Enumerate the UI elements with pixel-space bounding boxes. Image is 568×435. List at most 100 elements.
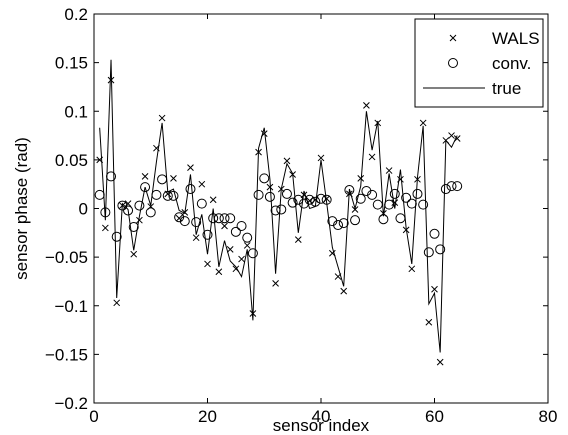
y-tick-label: −0.2 [54,394,88,413]
conv-point [259,173,270,184]
wals-point [363,102,370,109]
wals-point [141,173,149,180]
series-conv [94,171,463,259]
conv-point [367,189,378,200]
series-true [99,59,458,353]
conv-point [253,189,264,200]
wals-point [175,214,183,222]
wals-point [425,318,433,326]
conv-point [355,193,366,204]
wals-point [368,153,376,161]
wals-point [431,285,438,293]
conv-point [372,199,383,210]
conv-point [174,212,185,223]
legend-marker-conv [448,58,458,68]
conv-point [219,213,230,224]
conv-point [236,221,247,232]
conv-point [123,205,134,216]
wals-point [192,234,200,242]
wals-point [272,280,279,287]
conv-point [168,190,179,201]
conv-point [406,198,417,209]
conv-point [208,213,219,224]
conv-point [446,181,457,192]
wals-point [408,265,416,273]
conv-point [140,182,151,193]
conv-point [304,194,315,205]
legend-box [414,18,544,108]
wals-point [209,196,217,204]
y-tick-label: 0.2 [64,5,88,24]
legend-label: conv. [492,54,531,73]
y-tick-label: 0.15 [55,54,88,73]
x-tick-label: 60 [425,407,444,426]
y-tick-label: 0.05 [55,151,88,170]
series-layer [94,59,463,366]
wals-point [221,222,228,230]
conv-point [225,213,236,224]
conv-point [196,198,207,209]
wals-point [101,224,109,232]
wals-point [187,164,194,172]
wals-point [294,236,302,243]
y-axis-label: sensor phase (rad) [12,137,31,280]
wals-point [340,287,348,295]
conv-point [418,199,429,210]
legend-label: WALS [492,29,540,48]
wals-point [113,299,121,307]
wals-point [238,255,245,263]
series-wals [96,76,461,366]
wals-point [124,200,132,207]
conv-point [350,215,361,226]
conv-point [401,192,412,203]
conv-point [435,244,446,255]
conv-point [395,213,406,224]
conv-point [185,184,196,195]
wals-point [130,250,138,258]
y-tick-label: −0.05 [45,248,88,267]
conv-point [412,188,423,199]
conv-point [202,229,213,240]
legend-label: true [492,79,521,98]
conv-point [389,188,400,199]
conv-point [179,216,190,227]
true-line [99,59,458,353]
conv-point [191,217,202,228]
wals-point [391,199,399,207]
conv-point [264,191,275,202]
conv-point [429,228,440,239]
x-tick-label: 40 [312,407,331,426]
conv-point [281,188,292,199]
x-tick-label: 0 [89,407,98,426]
conv-point [333,220,344,231]
wals-point [198,180,206,188]
conv-point [452,181,463,192]
y-tick-label: −0.15 [45,345,88,364]
conv-point [157,174,168,185]
conv-point [361,185,372,196]
conv-point [423,247,434,258]
wals-point [226,245,234,253]
legend: WALS conv. true [414,18,544,108]
wals-point [204,260,211,268]
legend-marker-wals [449,34,457,42]
wals-point [419,119,427,127]
x-axis-label: sensor index [273,416,370,435]
x-tick-label: 20 [198,407,217,426]
conv-point [134,200,145,211]
conv-point [276,204,287,215]
wals-point [357,174,365,182]
wals-point [170,174,177,182]
wals-point [215,268,223,276]
conv-point [230,226,241,237]
wals-point [448,132,455,139]
wals-point [243,242,251,249]
ticks-layer: 0 20 40 60 80 −0.2 −0.15 −0.1 −0.05 0 0.05 0.1 0.15 0… [45,5,557,426]
y-tick-label: 0.1 [64,102,88,121]
y-tick-label: −0.1 [54,297,88,316]
wals-point [436,358,444,366]
wals-point [136,216,143,224]
wals-point [283,157,291,165]
x-tick-label: 80 [539,407,558,426]
